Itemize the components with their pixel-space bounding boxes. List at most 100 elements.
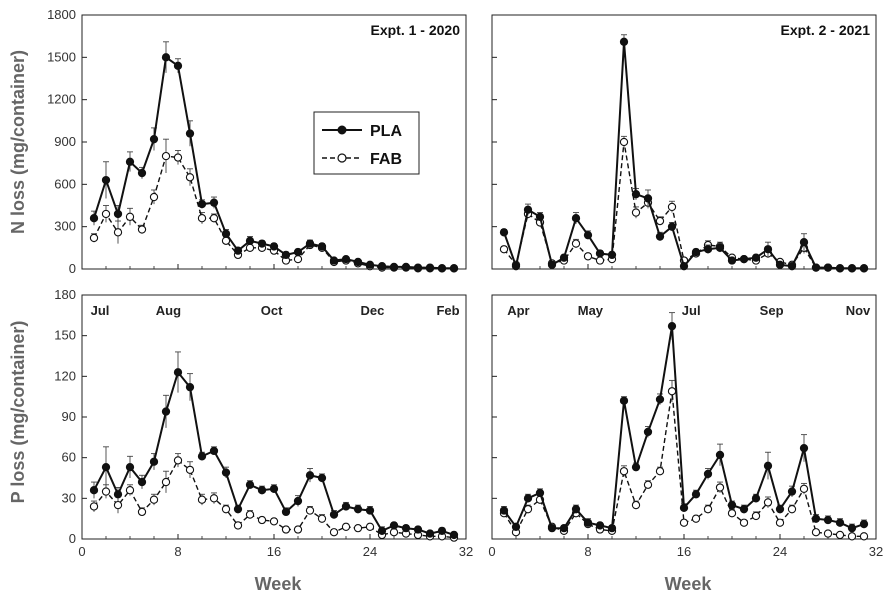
data-point-pla bbox=[799, 238, 809, 247]
data-point-pla bbox=[823, 515, 833, 525]
data-point-fab bbox=[293, 525, 303, 534]
data-point-pla bbox=[583, 518, 593, 527]
data-point-pla bbox=[137, 477, 147, 487]
y-tick-label: 0 bbox=[69, 261, 76, 276]
data-point-pla bbox=[763, 245, 773, 254]
data-point-fab bbox=[775, 518, 785, 527]
data-point-pla bbox=[547, 524, 557, 533]
y-axis-label-n-loss: N loss (mg/container) bbox=[8, 50, 28, 234]
plot-frame bbox=[81, 294, 467, 540]
data-point-pla bbox=[643, 427, 653, 437]
x-tick-label: 24 bbox=[363, 544, 377, 559]
data-point-pla bbox=[739, 505, 749, 514]
data-point-pla bbox=[221, 468, 231, 477]
legend-fab-marker bbox=[337, 153, 347, 163]
data-point-pla bbox=[209, 198, 219, 207]
data-point-fab bbox=[389, 528, 399, 537]
data-point-pla bbox=[173, 61, 183, 70]
data-point-fab bbox=[329, 528, 339, 537]
data-point-pla bbox=[173, 368, 183, 377]
data-point-pla bbox=[811, 263, 821, 272]
data-point-pla bbox=[245, 480, 255, 489]
data-point-pla bbox=[535, 212, 545, 221]
data-point-pla bbox=[559, 253, 569, 262]
data-point-fab bbox=[221, 505, 231, 514]
data-point-fab bbox=[317, 514, 327, 523]
data-point-pla bbox=[353, 257, 363, 267]
data-point-fab bbox=[281, 525, 291, 534]
data-point-pla bbox=[787, 262, 797, 271]
month-label-jul: Jul bbox=[682, 303, 701, 318]
data-point-pla bbox=[365, 260, 375, 269]
data-point-fab bbox=[823, 529, 833, 538]
data-point-fab bbox=[751, 511, 761, 521]
data-point-fab bbox=[113, 228, 123, 237]
y-tick-label: 900 bbox=[54, 134, 76, 149]
data-point-pla bbox=[499, 506, 509, 515]
data-point-pla bbox=[305, 471, 315, 480]
data-point-pla bbox=[425, 529, 435, 538]
data-point-pla bbox=[631, 463, 641, 472]
data-point-fab bbox=[245, 510, 255, 519]
data-point-pla bbox=[763, 461, 773, 470]
data-point-fab bbox=[233, 521, 243, 530]
data-point-fab bbox=[859, 532, 869, 541]
data-point-fab bbox=[89, 233, 99, 243]
data-point-pla bbox=[113, 209, 123, 219]
data-point-pla bbox=[437, 264, 447, 273]
y-tick-label: 1200 bbox=[47, 92, 76, 107]
data-point-pla bbox=[691, 490, 701, 499]
data-point-pla bbox=[727, 256, 737, 265]
data-point-pla bbox=[859, 264, 869, 273]
data-point-fab bbox=[643, 480, 653, 489]
x-tick-label: 24 bbox=[773, 544, 787, 559]
data-point-fab bbox=[703, 505, 713, 514]
data-point-fab bbox=[739, 518, 749, 527]
data-point-fab bbox=[293, 254, 303, 264]
data-point-fab bbox=[125, 212, 135, 221]
data-point-pla bbox=[715, 450, 725, 460]
data-point-pla bbox=[643, 194, 653, 203]
data-point-pla bbox=[679, 262, 689, 271]
data-point-pla bbox=[703, 469, 713, 479]
data-point-pla bbox=[209, 446, 219, 456]
data-point-fab bbox=[269, 517, 279, 526]
data-point-fab bbox=[679, 518, 689, 527]
y-tick-label: 0 bbox=[69, 531, 76, 546]
data-point-pla bbox=[245, 236, 255, 245]
data-point-pla bbox=[341, 502, 351, 511]
series-line-fab bbox=[503, 391, 864, 537]
data-point-pla bbox=[823, 263, 833, 272]
data-point-pla bbox=[113, 490, 123, 499]
data-point-pla bbox=[449, 264, 459, 273]
series-fab bbox=[499, 135, 869, 273]
data-point-fab bbox=[667, 202, 677, 212]
data-point-fab bbox=[763, 498, 773, 507]
month-label-jul: Jul bbox=[91, 303, 110, 318]
data-point-fab bbox=[583, 252, 593, 261]
data-point-pla bbox=[727, 500, 737, 510]
data-point-pla bbox=[377, 262, 387, 271]
data-point-fab bbox=[173, 153, 183, 162]
data-point-pla bbox=[559, 524, 569, 533]
data-point-fab bbox=[137, 507, 147, 517]
data-point-fab bbox=[571, 239, 581, 248]
data-point-pla bbox=[389, 262, 399, 272]
data-point-pla bbox=[221, 229, 231, 238]
data-point-pla bbox=[547, 260, 557, 269]
panel-title: Expt. 2 - 2021 bbox=[781, 22, 871, 38]
data-point-fab bbox=[173, 456, 183, 465]
data-point-pla bbox=[499, 228, 509, 237]
data-point-fab bbox=[149, 192, 159, 202]
data-point-fab bbox=[197, 214, 207, 223]
chart-panel-2: Expt. 2 - 2021 bbox=[491, 14, 877, 273]
data-point-fab bbox=[245, 243, 255, 252]
data-point-fab bbox=[89, 502, 99, 511]
data-point-fab bbox=[799, 484, 809, 493]
data-point-pla bbox=[137, 168, 147, 178]
chart-panel-4: 0 8 16 24 32 Apr May Jul Sep Nov bbox=[488, 294, 883, 559]
data-point-pla bbox=[317, 473, 327, 483]
data-point-pla bbox=[233, 246, 243, 255]
data-point-pla bbox=[269, 242, 279, 251]
data-point-fab bbox=[209, 494, 219, 503]
